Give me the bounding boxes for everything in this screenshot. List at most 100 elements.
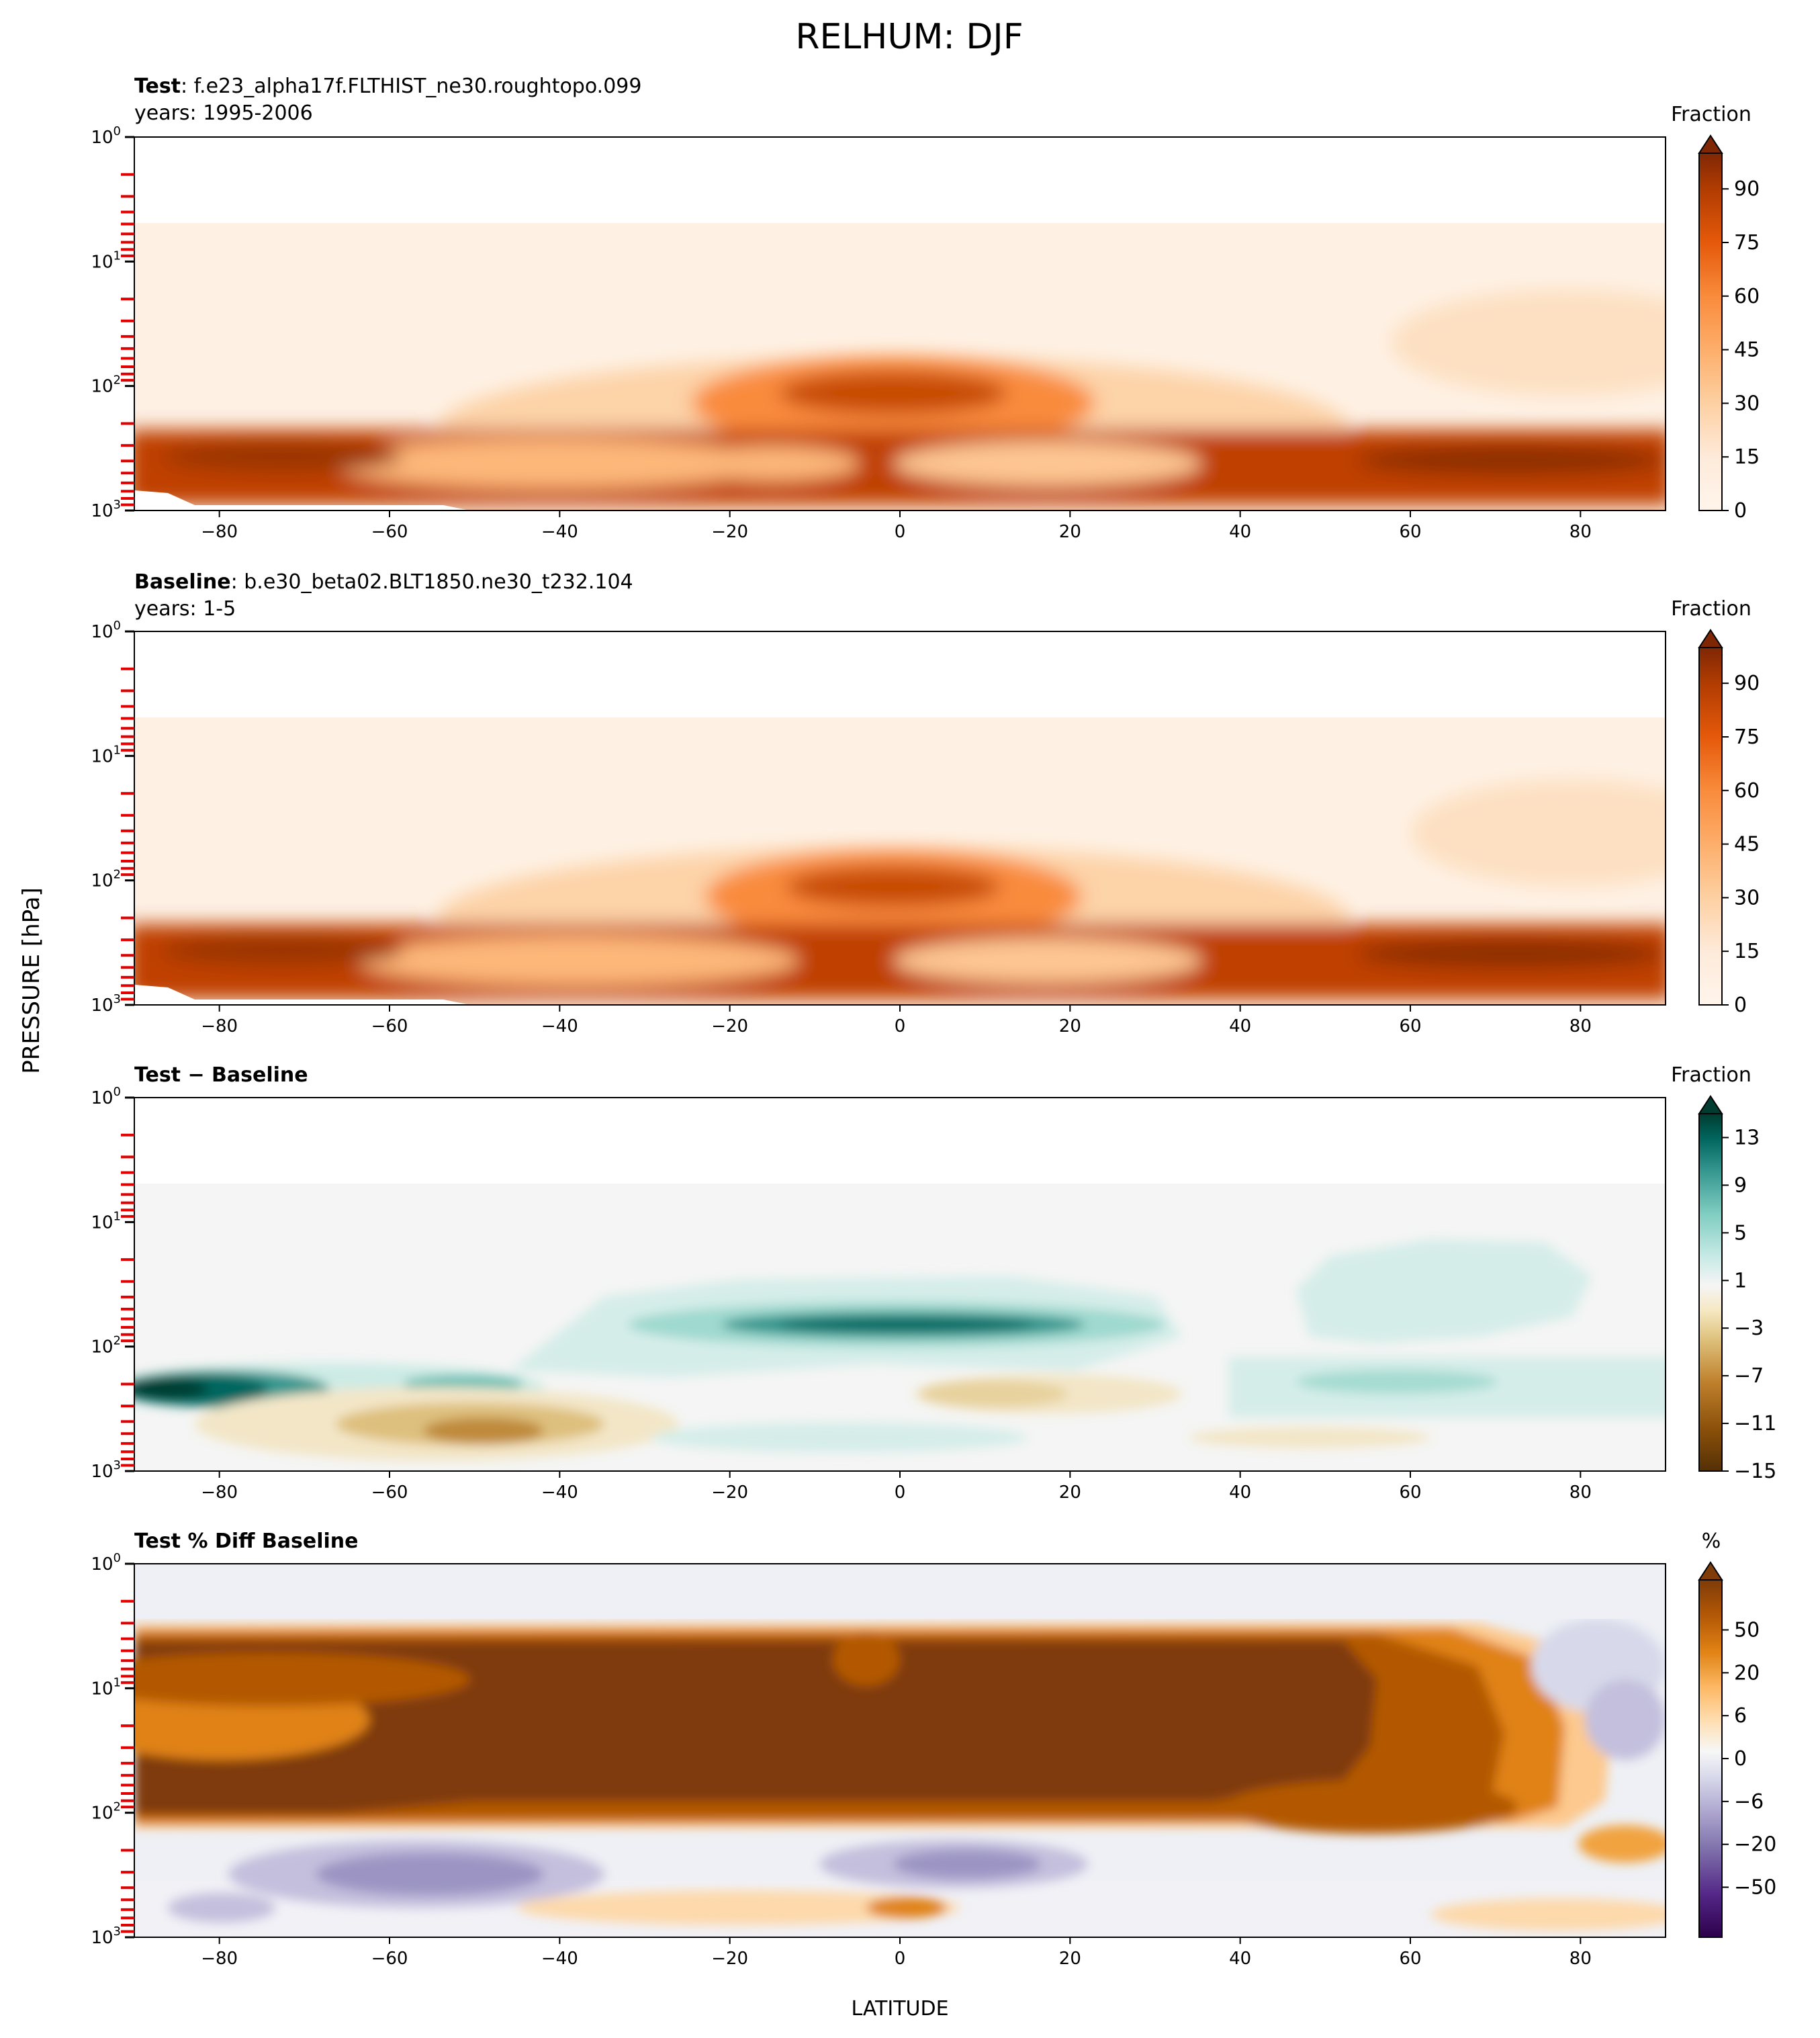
x-tick-label: 0 <box>895 1949 906 1969</box>
panel-difference: Test − Baseline <box>134 1063 1666 1472</box>
x-tick-label: −60 <box>371 1949 408 1969</box>
panel-title-rest: : f.e23_alpha17f.FLTHIST_ne30.roughtopo.… <box>181 75 641 98</box>
x-tick-label: −20 <box>711 1482 748 1503</box>
figure-title: RELHUM: DJF <box>795 17 1023 57</box>
y-tick-label: 102 <box>91 868 121 891</box>
panel-title: Baseline: b.e30_beta02.BLT1850.ne30_t232… <box>134 570 633 594</box>
x-tick-label: 40 <box>1229 1949 1251 1969</box>
contour-field <box>134 631 1666 1005</box>
colorbar-tick-label: −50 <box>1734 1876 1776 1900</box>
panel-axes-percent_difference: −80 −60 −40 −20 0 20 40 60 80 100 101 102 103 <box>91 1551 1591 1969</box>
x-tick-label: −80 <box>201 522 238 542</box>
x-tick-label: 60 <box>1399 1016 1421 1036</box>
y-tick-label: 103 <box>91 1924 121 1948</box>
x-tick-label: −20 <box>711 522 748 542</box>
contour-field <box>134 137 1666 511</box>
y-tick-label: 100 <box>91 1551 121 1575</box>
colorbar-tick-label: 60 <box>1734 779 1760 803</box>
colorbar-percent_difference: % 50 20 6 0 −6 −20 −50 <box>1698 1530 1776 1938</box>
colorbar-gradient <box>1698 152 1723 511</box>
y-tick-label: 103 <box>91 1458 121 1482</box>
x-tick-label: 20 <box>1059 1482 1081 1503</box>
x-tick-label: −80 <box>201 1949 238 1969</box>
colorbar-label: Fraction <box>1671 597 1751 621</box>
x-tick-label: −40 <box>541 1482 578 1503</box>
colorbar-tick-label: −6 <box>1734 1790 1764 1814</box>
colorbar-extend-arrow <box>1698 629 1723 648</box>
colorbar-tick-label: 5 <box>1734 1221 1747 1245</box>
panel-percent-difference: Test % Diff Baseline <box>134 1530 1666 1938</box>
panel-title: Test % Diff Baseline <box>134 1530 359 1553</box>
y-tick-label: 102 <box>91 1334 121 1358</box>
panel-baseline: Baseline: b.e30_beta02.BLT1850.ne30_t232… <box>134 570 1666 1006</box>
colorbar-tick-label: 45 <box>1734 339 1760 362</box>
colorbar-tick-label: −3 <box>1734 1317 1764 1340</box>
colorbar-extend-arrow <box>1698 134 1723 154</box>
colorbar-label: Fraction <box>1671 103 1751 126</box>
colorbar-label: Fraction <box>1671 1063 1751 1087</box>
colorbar-tick-label: 75 <box>1734 231 1760 255</box>
x-tick-label: −80 <box>201 1016 238 1036</box>
x-tick-label: 40 <box>1229 522 1251 542</box>
colorbar-tick-label: 1 <box>1734 1269 1747 1292</box>
colorbar-label: % <box>1702 1530 1721 1553</box>
contour-field <box>134 1564 1666 1937</box>
x-tick-label: 0 <box>895 522 906 542</box>
x-tick-label: −40 <box>541 1949 578 1969</box>
colorbar-tick-label: 13 <box>1734 1126 1760 1149</box>
y-tick-label: 103 <box>91 992 121 1016</box>
x-tick-label: 80 <box>1569 1016 1592 1036</box>
colorbar-gradient <box>1698 1579 1723 1938</box>
colorbar-extend-arrow <box>1698 1095 1723 1114</box>
x-tick-label: −60 <box>371 522 408 542</box>
colorbar-tick-label: 30 <box>1734 392 1760 415</box>
panel-axes-difference: −80 −60 −40 −20 0 20 40 60 80 100 101 102 103 <box>91 1085 1591 1503</box>
panel-title-bold: Baseline <box>134 570 231 594</box>
colorbar-test: Fraction 0 15 30 45 60 75 90 <box>1671 103 1760 523</box>
y-tick-label: 100 <box>91 1085 121 1108</box>
colorbar-tick-label: −11 <box>1734 1412 1776 1435</box>
x-tick-label: 80 <box>1569 1949 1592 1969</box>
x-tick-label: −80 <box>201 1482 238 1503</box>
x-tick-label: −20 <box>711 1949 748 1969</box>
x-tick-label: 80 <box>1569 522 1592 542</box>
panel-title: Test: f.e23_alpha17f.FLTHIST_ne30.rought… <box>134 75 641 98</box>
colorbar-tick-label: 0 <box>1734 499 1747 523</box>
x-tick-label: −60 <box>371 1482 408 1503</box>
colorbar-tick-label: 30 <box>1734 886 1760 910</box>
x-tick-label: 40 <box>1229 1482 1251 1503</box>
y-tick-label: 102 <box>91 1800 121 1824</box>
y-tick-label: 101 <box>91 249 121 272</box>
y-axis-label: PRESSURE [hPa] <box>18 887 45 1073</box>
panel-title-rest: : b.e30_beta02.BLT1850.ne30_t232.104 <box>231 570 633 594</box>
colorbar-tick-label: −7 <box>1734 1364 1764 1388</box>
x-tick-label: 60 <box>1399 1949 1421 1969</box>
x-tick-label: −40 <box>541 522 578 542</box>
y-tick-label: 102 <box>91 373 121 397</box>
x-tick-label: 20 <box>1059 1949 1081 1969</box>
colorbars: Fraction0153045607590Fraction01530456075… <box>1671 103 1776 1938</box>
y-tick-label: 100 <box>91 619 121 642</box>
colorbar-tick-label: 45 <box>1734 833 1760 856</box>
x-tick-label: 60 <box>1399 1482 1421 1503</box>
x-tick-label: −20 <box>711 1016 748 1036</box>
colorbar-tick-label: 0 <box>1734 993 1747 1017</box>
colorbar-tick-label: 9 <box>1734 1173 1747 1197</box>
x-tick-label: 60 <box>1399 522 1421 542</box>
panel-subtitle: years: 1995-2006 <box>134 101 313 125</box>
panel-title-bold: Test <box>134 75 181 98</box>
colorbar-tick-label: 15 <box>1734 940 1760 963</box>
colorbar-extend-arrow <box>1698 1561 1723 1581</box>
colorbar-tick-label: 15 <box>1734 445 1760 469</box>
contour-field <box>134 1098 1666 1471</box>
colorbar-baseline: Fraction 0 15 30 45 60 75 90 <box>1671 597 1760 1017</box>
panel-subtitle: years: 1-5 <box>134 597 236 621</box>
colorbar-tick-label: 75 <box>1734 725 1760 749</box>
x-tick-label: −40 <box>541 1016 578 1036</box>
x-tick-label: 0 <box>895 1016 906 1036</box>
x-tick-label: 40 <box>1229 1016 1251 1036</box>
x-tick-label: 20 <box>1059 522 1081 542</box>
y-tick-label: 100 <box>91 124 121 148</box>
colorbar-difference: Fraction 13 9 5 1 −3 −7 −11 −15 <box>1671 1063 1776 1483</box>
